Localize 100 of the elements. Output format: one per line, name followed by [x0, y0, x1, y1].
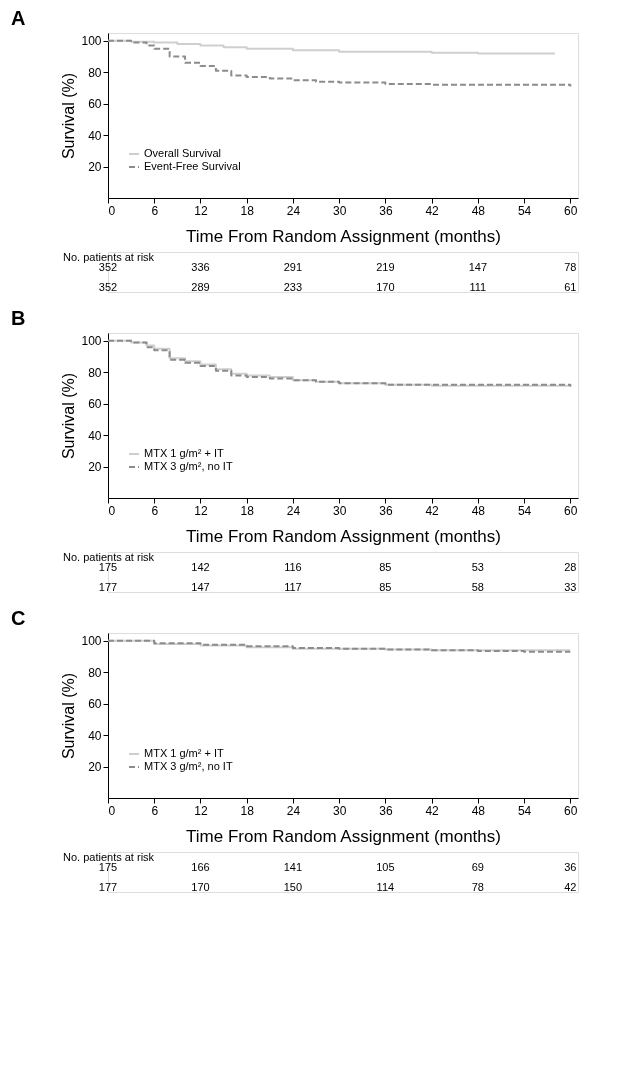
x-tick-label: 42	[425, 503, 440, 518]
x-axis-title: Time From Random Assignment (months)	[186, 226, 501, 246]
x-tick-label: 54	[517, 503, 532, 518]
text: 28	[564, 561, 577, 573]
text: No. patients at risk	[63, 251, 155, 263]
x-tick-label: 54	[517, 203, 532, 218]
x-tick-label: 6	[151, 803, 159, 818]
y-tick-label: 100	[81, 334, 102, 349]
text: 61	[564, 281, 577, 293]
text: 105	[376, 861, 395, 873]
x-tick-label: 48	[471, 203, 486, 218]
text: 175	[98, 561, 118, 573]
text: 147	[191, 581, 210, 593]
chart-title: B	[10, 307, 26, 329]
y-axis-title: Survival (%)	[60, 672, 78, 760]
text: 36	[564, 861, 577, 873]
y-axis-title: Survival (%)	[60, 72, 78, 160]
text: 117	[284, 581, 302, 593]
y-tick-label: 40	[88, 728, 102, 743]
x-tick-label: 36	[379, 203, 393, 218]
text: 69	[471, 861, 484, 873]
x-tick-label: 12	[194, 203, 208, 218]
x-tick-label: 6	[151, 203, 159, 218]
text: 142	[191, 561, 210, 573]
x-tick-label: 0	[108, 203, 116, 218]
x-tick-label: 18	[240, 203, 255, 218]
y-tick-label: 40	[88, 128, 102, 143]
y-tick-label: 80	[88, 365, 102, 380]
x-tick-label: 42	[425, 803, 440, 818]
text: 78	[564, 261, 577, 273]
text: 114	[376, 881, 395, 893]
chart-title: C	[10, 607, 26, 629]
text: 58	[471, 581, 484, 593]
x-tick-label: 24	[286, 503, 301, 518]
text: 170	[376, 281, 395, 293]
x-tick-label: 54	[517, 803, 532, 818]
legend-label: Event-Free Survival	[144, 160, 241, 172]
x-tick-label: 60	[564, 203, 578, 218]
y-axis-title: Survival (%)	[60, 372, 78, 460]
text: 352	[98, 281, 118, 293]
text: 78	[471, 881, 484, 893]
x-tick-label: 48	[471, 803, 486, 818]
x-tick-label: 0	[108, 503, 116, 518]
text: No. patients at risk	[63, 851, 155, 863]
x-tick-label: 18	[240, 803, 255, 818]
text: 116	[284, 561, 302, 573]
legend-label: MTX 1 g/m² + IT	[144, 747, 225, 759]
y-tick-label: 60	[88, 97, 102, 112]
text: 291	[283, 261, 303, 273]
y-tick-label: 60	[88, 697, 102, 712]
text: 85	[379, 561, 392, 573]
text: 53	[471, 561, 484, 573]
x-tick-label: 60	[564, 803, 578, 818]
x-tick-label: 30	[332, 503, 347, 518]
text: 42	[564, 881, 577, 893]
y-tick-label: 60	[88, 397, 102, 412]
x-tick-label: 48	[471, 503, 486, 518]
legend-label: MTX 3 g/m², no IT	[144, 460, 233, 472]
text: 147	[468, 261, 488, 273]
text: 141	[283, 861, 303, 873]
text: 177	[98, 881, 118, 893]
x-tick-label: 42	[425, 203, 440, 218]
text: 336	[191, 261, 210, 273]
text: 170	[191, 881, 210, 893]
x-tick-label: 60	[564, 503, 578, 518]
x-tick-label: 24	[286, 203, 301, 218]
x-tick-label: 18	[240, 503, 255, 518]
x-tick-label: 30	[332, 203, 347, 218]
text: 33	[564, 581, 577, 593]
text: 352	[98, 261, 118, 273]
text: 111	[469, 281, 487, 293]
y-tick-label: 100	[81, 34, 102, 49]
x-tick-label: 6	[151, 503, 159, 518]
x-tick-label: 36	[379, 503, 393, 518]
legend-label: MTX 3 g/m², no IT	[144, 760, 233, 772]
y-tick-label: 80	[88, 65, 102, 80]
x-tick-label: 30	[332, 803, 347, 818]
y-tick-label: 20	[88, 760, 102, 775]
text: 166	[191, 861, 210, 873]
y-tick-label: 20	[88, 460, 102, 475]
text: 289	[191, 281, 210, 293]
x-tick-label: 24	[286, 803, 301, 818]
x-tick-label: 36	[379, 803, 393, 818]
legend-label: MTX 1 g/m² + IT	[144, 447, 225, 459]
x-axis-title: Time From Random Assignment (months)	[186, 526, 501, 546]
y-tick-label: 40	[88, 428, 102, 443]
x-tick-label: 12	[194, 503, 208, 518]
text: 219	[376, 261, 395, 273]
chart-title: A	[10, 7, 26, 29]
y-tick-label: 20	[88, 160, 102, 175]
y-tick-label: 80	[88, 665, 102, 680]
text: 233	[283, 281, 303, 293]
text: 177	[98, 581, 118, 593]
text: 85	[379, 581, 392, 593]
text: 150	[283, 881, 303, 893]
text: No. patients at risk	[63, 551, 155, 563]
x-tick-label: 0	[108, 803, 116, 818]
x-tick-label: 12	[194, 803, 208, 818]
legend-label: Overall Survival	[144, 147, 222, 159]
text: 175	[98, 861, 118, 873]
